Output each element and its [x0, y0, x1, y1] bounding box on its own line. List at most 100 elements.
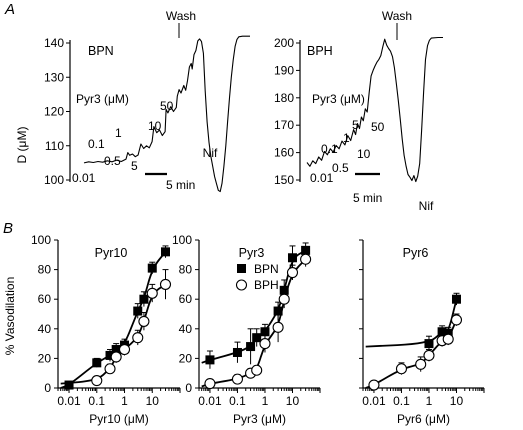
x-tick-label: 1 [262, 394, 269, 408]
bph-point [159, 278, 172, 290]
bpn-point [147, 263, 157, 273]
bpn-trace-panel: 100 110 120 130 140 BPN Pyr3 (μM) 0.01 0.1 0.5 1 5 1… [44, 9, 250, 193]
bpn-point [64, 380, 74, 390]
dose-label: 1 [343, 131, 350, 145]
bpn-point [246, 342, 256, 352]
bph-point [91, 375, 103, 387]
bpn-point [437, 327, 447, 337]
panel-b-ylabel: % Vasodilation [3, 277, 17, 356]
y-tick-label: 60 [38, 292, 52, 306]
dose-label: 0.1 [88, 137, 105, 151]
x-axis-label: Pyr3 (μM) [233, 412, 286, 426]
legend: BPN BPH [235, 262, 279, 292]
x-tick-label: 0.1 [88, 394, 105, 408]
dose-label: 50 [371, 120, 385, 134]
chart-title: Pyr10 [95, 246, 128, 260]
y-tick-label: 0 [44, 381, 51, 395]
x-tick-label: 0.01 [362, 394, 386, 408]
bph-point [368, 379, 380, 391]
bpn-point [160, 247, 170, 257]
chart-title: Pyr3 [239, 246, 265, 260]
bpn-point [92, 358, 102, 368]
bph-point [146, 287, 158, 299]
bph-point [450, 314, 463, 326]
drug-label: Pyr3 (μM) [312, 92, 365, 106]
y-tick-label: 60 [179, 292, 193, 306]
y-tick-label: 40 [179, 322, 193, 336]
x-tick-label: 1 [426, 394, 433, 408]
bpn-point [139, 294, 149, 304]
panel-a-letter: A [4, 1, 15, 18]
trace-name: BPH [307, 44, 333, 58]
dose-label: 5 [352, 118, 359, 132]
dose-label: 10 [148, 119, 162, 133]
bpn-point [273, 306, 283, 316]
y-tick-label: 200 [274, 36, 294, 50]
dose-label: 5 [131, 159, 138, 173]
y-tick-label: 20 [38, 351, 52, 365]
bpn-point [105, 350, 115, 360]
x-tick-label: 0.1 [393, 394, 410, 408]
dose-label: 50 [160, 99, 174, 113]
dose-label: 0.01 [72, 171, 96, 185]
nif-label: Nif [203, 146, 218, 160]
bph-point [231, 373, 244, 385]
y-tick-label: 100 [44, 173, 64, 187]
dose-label: 0.5 [104, 154, 121, 168]
diameter-trace [83, 35, 250, 193]
x-tick-label: 0.01 [198, 394, 222, 408]
scale-bar-label: 5 min [353, 191, 382, 205]
legend-bph-marker [235, 279, 248, 291]
x-tick-label: 10 [450, 394, 464, 408]
bph-point [138, 315, 150, 327]
bph-point [204, 378, 216, 390]
bpn-point [111, 345, 121, 355]
bpn-point [301, 245, 311, 255]
bph-point [118, 343, 131, 356]
bpn-point [232, 347, 242, 357]
x-tick-label: 10 [286, 394, 300, 408]
bph-point [442, 333, 454, 345]
drug-label: Pyr3 (μM) [76, 92, 129, 106]
y-tick-label: 0 [185, 381, 192, 395]
wash-label: Wash [382, 9, 412, 23]
y-tick-label: 80 [38, 263, 52, 277]
y-tick-label: 190 [274, 63, 294, 77]
bph-point [272, 321, 284, 333]
y-tick-label: 80 [179, 263, 193, 277]
wash-label: Wash [166, 9, 196, 23]
y-tick-label: 170 [274, 118, 294, 132]
bpn-point [287, 253, 297, 263]
y-tick-label: 20 [179, 351, 193, 365]
bph-point [286, 267, 299, 279]
y-tick-label: 150 [274, 173, 294, 187]
trace-name: BPN [88, 44, 114, 58]
bph-point [104, 363, 116, 375]
bph-point [423, 349, 435, 361]
bph-point [300, 253, 312, 265]
y-tick-label: 100 [172, 233, 192, 247]
y-tick-label: 140 [44, 36, 64, 50]
bpn-point [451, 294, 461, 304]
y-tick-label: 160 [274, 146, 294, 160]
x-tick-label: 10 [146, 394, 160, 408]
legend-bpn-marker [237, 264, 246, 273]
y-tick-label: 40 [38, 322, 52, 336]
bpn-point [205, 355, 215, 365]
bph-point [415, 358, 427, 370]
nif-label: Nif [419, 199, 434, 213]
y-tick-label: 120 [44, 105, 64, 119]
bpn-point [424, 339, 434, 349]
y-tick-label: 130 [44, 70, 64, 84]
x-tick-label: 0.01 [57, 394, 81, 408]
diameter-trace [306, 36, 443, 183]
y-tick-label: 110 [45, 139, 64, 153]
dose-label: 0.1 [321, 142, 338, 156]
x-axis-label: Pyr6 (μM) [397, 412, 450, 426]
bph-point [259, 338, 271, 350]
pyr10-plot: 0 20 40 60 80 100 0.01 0.1 1 10 Pyr10 (μM) Pyr10 [31, 233, 181, 426]
bph-point [278, 293, 290, 305]
